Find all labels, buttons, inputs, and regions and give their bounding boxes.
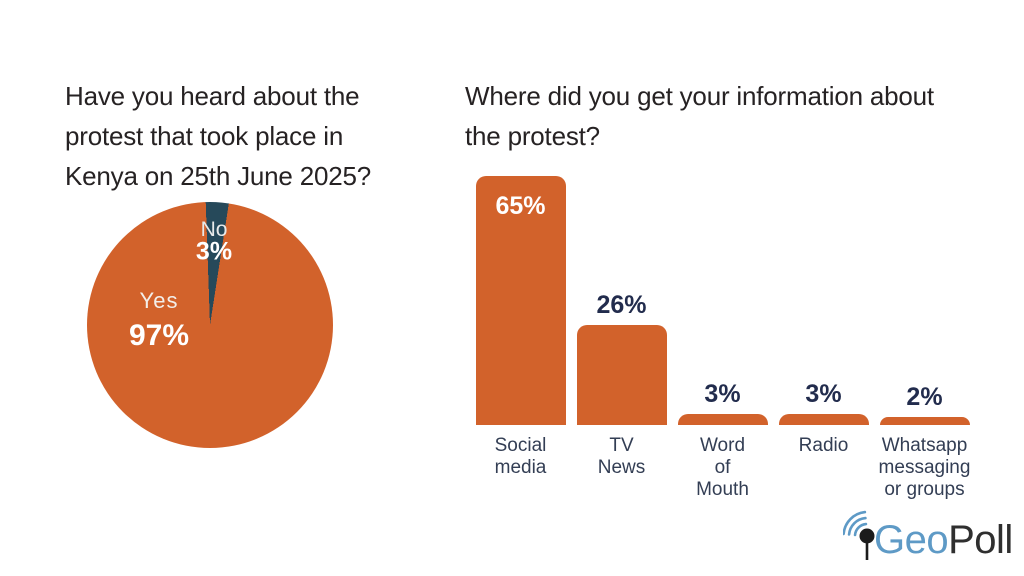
pie-value-no: 3% <box>195 237 233 266</box>
bar <box>778 414 869 425</box>
bar-category-label: TV News <box>597 435 646 478</box>
bar <box>576 325 667 425</box>
pie-value-yes: 97% <box>128 319 190 352</box>
bar-value-label: 65% <box>495 192 546 220</box>
bar-column: 3% Radio <box>773 170 874 456</box>
bar-value-label: 3% <box>805 380 842 408</box>
bar-column: 3% Word of Mouth <box>672 170 773 500</box>
bar-category-label: Social media <box>494 435 547 478</box>
bar-category-label: Radio <box>798 435 849 456</box>
bar-value-label: 2% <box>906 383 943 411</box>
bar <box>879 417 970 425</box>
bar-question-title: Where did you get your information about… <box>465 81 934 151</box>
pie-label-yes: Yes <box>139 288 179 313</box>
bar-column: 26% TV News <box>571 170 672 478</box>
bar-column: 65% Social media <box>470 170 571 478</box>
pie-question-title: Have you heard about the protest that to… <box>65 81 372 191</box>
logo-text-geo: Geo <box>874 518 949 562</box>
pie-label-no: No <box>200 218 228 241</box>
bar-value-label: 3% <box>704 380 741 408</box>
bar-category-label: Whatsapp messaging or groups <box>878 435 971 500</box>
geopoll-logo: GeoPoll <box>843 498 1023 568</box>
pie-chart: No 3% Yes 97% <box>87 202 333 448</box>
map-pin-signal-icon <box>843 510 875 560</box>
bar-category-label: Word of Mouth <box>696 435 749 500</box>
bar: 65% <box>475 176 566 425</box>
bar-chart: 65% Social media 26% TV News 3% Word of Mouth… <box>470 170 975 500</box>
logo-text-poll: Poll <box>948 518 1013 562</box>
bar-column: 2% Whatsapp messaging or groups <box>874 170 975 500</box>
bar-value-label: 26% <box>596 291 647 319</box>
logo-wordmark: GeoPoll <box>874 518 1013 562</box>
bar <box>677 414 768 425</box>
